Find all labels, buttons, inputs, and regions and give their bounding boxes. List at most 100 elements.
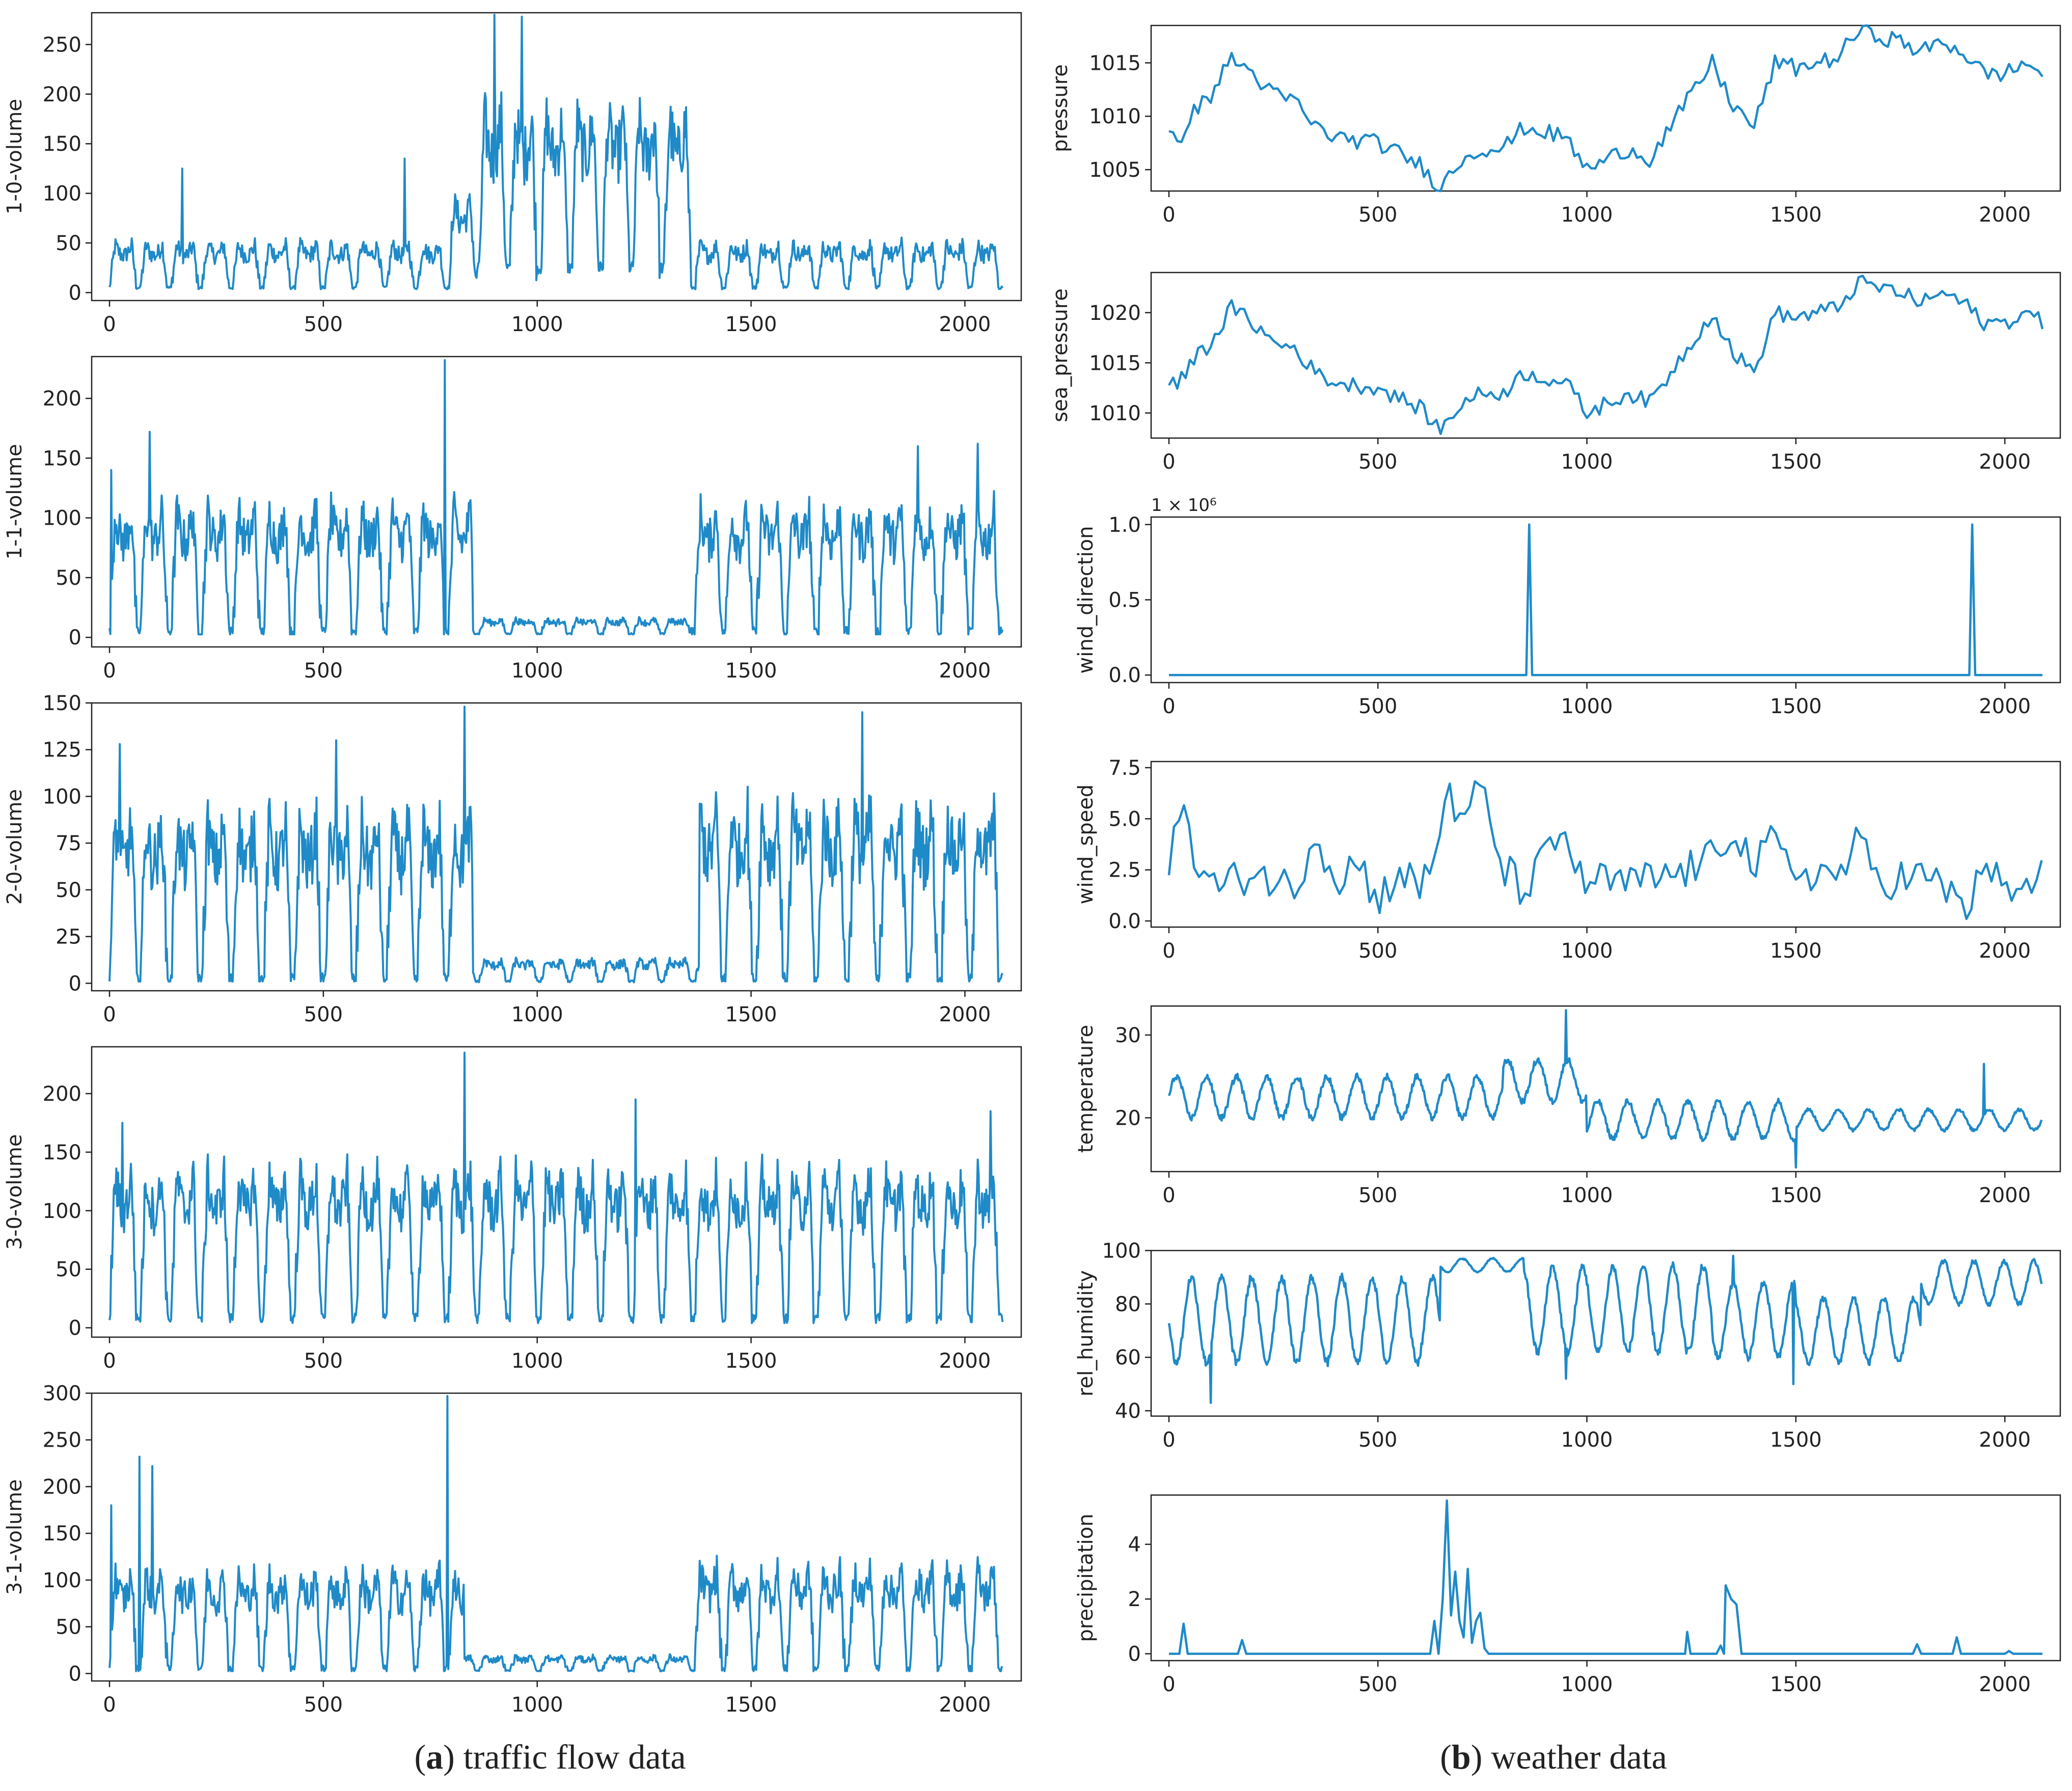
y-tick-label: 25 [56, 926, 81, 949]
y-tick-label: 150 [43, 1522, 81, 1545]
x-tick-label: 500 [1358, 1428, 1397, 1452]
y-axis-label: sea_pressure [1049, 288, 1072, 422]
y-tick-label: 100 [43, 1569, 81, 1592]
y-tick-label: 0 [69, 972, 81, 995]
plot-frame [91, 356, 1022, 648]
y-tick-label: 4 [1128, 1533, 1141, 1557]
y-tick-label: 0 [69, 1662, 81, 1686]
series-line-v11 [108, 359, 1004, 636]
y-tick-label: 200 [43, 1082, 81, 1106]
x-tick-label: 1500 [1770, 1428, 1822, 1452]
chart-temperature: 0 500 1000 1500 2000 20 30 temperature [1074, 1005, 2061, 1207]
x-tick-label: 500 [1358, 1184, 1397, 1207]
x-tick-label: 500 [304, 1693, 343, 1717]
y-tick-label: 150 [43, 447, 81, 470]
series-line-rel_humidity [1167, 1255, 2043, 1404]
y-tick-label: 50 [56, 879, 81, 902]
x-tick-label: 2000 [1979, 1184, 2031, 1207]
x-tick-label: 1000 [511, 659, 563, 683]
x-tick-label: 1000 [1561, 695, 1613, 718]
y-tick-label: 5.0 [1108, 807, 1141, 831]
chart-v10: 0 500 1000 1500 2000 0 50 100 150 200 250 1-0-volum… [3, 12, 1022, 336]
x-tick-label: 0 [1162, 939, 1175, 963]
y-tick-label: 60 [1115, 1346, 1141, 1370]
series-line-v20 [108, 705, 1004, 984]
x-tick-label: 1000 [511, 313, 563, 336]
plot-frame [91, 12, 1022, 302]
x-tick-label: 500 [304, 659, 343, 683]
x-tick-label: 0 [1162, 695, 1175, 718]
plot-frame [1150, 24, 2061, 192]
y-axis-label: 1-0-volume [3, 99, 26, 214]
y-tick-label: 50 [56, 566, 81, 590]
plot-frame [1150, 761, 2061, 928]
x-tick-label: 2000 [1979, 1428, 2031, 1452]
x-tick-label: 2000 [1979, 939, 2031, 963]
x-tick-label: 1000 [1561, 203, 1613, 227]
y-tick-label: 1020 [1089, 302, 1141, 325]
plot-frame [1150, 1494, 2061, 1662]
y-tick-label: 0.5 [1108, 589, 1141, 612]
plot-frame [1150, 516, 2061, 684]
series-line-v10 [108, 13, 1004, 290]
y-tick-label: 20 [1115, 1106, 1141, 1130]
y-tick-label: 0 [1128, 1643, 1141, 1666]
y-tick-label: 1.0 [1108, 513, 1141, 537]
chart-v31: 0 500 1000 1500 2000 0 50 100 150 200 250 300 3-1-vo… [3, 1382, 1022, 1717]
y-tick-label: 1010 [1089, 105, 1141, 128]
y-tick-label: 1015 [1089, 51, 1141, 75]
x-tick-label: 500 [1358, 203, 1397, 227]
x-tick-label: 1500 [1770, 1673, 1822, 1696]
y-tick-label: 40 [1115, 1400, 1141, 1423]
caption-weather: (b) weather data [1440, 1738, 1667, 1776]
plot-frame [1150, 1005, 2061, 1173]
x-tick-label: 0 [103, 1349, 116, 1373]
x-tick-label: 0 [103, 1003, 116, 1026]
x-tick-label: 500 [304, 1349, 343, 1373]
y-tick-label: 150 [43, 692, 81, 715]
y-tick-label: 250 [43, 33, 81, 57]
y-axis-label: rel_humidity [1074, 1270, 1098, 1397]
plot-frame [1150, 272, 2061, 439]
chart-v11: 0 500 1000 1500 2000 0 50 100 150 200 1-1-volume [3, 356, 1022, 683]
y-tick-label: 50 [56, 232, 81, 255]
x-tick-label: 1500 [1770, 203, 1822, 227]
x-tick-label: 0 [1162, 203, 1175, 227]
x-tick-label: 1000 [1561, 1428, 1613, 1452]
x-tick-label: 2000 [939, 313, 991, 336]
x-tick-label: 500 [1358, 939, 1397, 963]
y-tick-label: 0 [69, 626, 81, 649]
x-tick-label: 500 [1358, 1673, 1397, 1696]
y-tick-label: 250 [43, 1429, 81, 1452]
y-axis-label: wind_direction [1074, 526, 1098, 674]
x-tick-label: 1500 [725, 313, 777, 336]
x-tick-label: 2000 [1979, 203, 2031, 227]
series-line-v30 [108, 1051, 1004, 1324]
x-tick-label: 0 [1162, 1428, 1175, 1452]
x-tick-label: 1500 [725, 1693, 777, 1717]
x-tick-label: 1000 [511, 1003, 563, 1026]
y-tick-label: 1010 [1089, 402, 1141, 425]
x-tick-label: 500 [304, 313, 343, 336]
y-tick-label: 150 [43, 1141, 81, 1164]
chart-pressure: 0 500 1000 1500 2000 1005 1010 1015 pressure [1049, 24, 2061, 227]
x-tick-label: 1000 [1561, 1673, 1613, 1696]
x-tick-label: 0 [103, 1693, 116, 1717]
chart-v30: 0 500 1000 1500 2000 0 50 100 150 200 3-0-volume [3, 1046, 1022, 1373]
y-axis-label: 3-0-volume [3, 1134, 26, 1250]
y-tick-label: 30 [1115, 1024, 1141, 1047]
x-tick-label: 1000 [1561, 1184, 1613, 1207]
x-tick-label: 0 [103, 659, 116, 683]
x-tick-label: 1000 [1561, 939, 1613, 963]
y-axis-label: 3-1-volume [3, 1479, 26, 1595]
plot-frame [91, 1046, 1022, 1338]
x-tick-label: 1000 [511, 1693, 563, 1717]
x-tick-label: 1500 [1770, 695, 1822, 718]
series-line-temperature [1167, 1009, 2043, 1169]
x-tick-label: 2000 [939, 1349, 991, 1373]
x-tick-label: 2000 [1979, 1673, 2031, 1696]
x-tick-label: 0 [1162, 1184, 1175, 1207]
series-line-v31 [108, 1395, 1003, 1673]
y-tick-label: 2 [1128, 1588, 1141, 1611]
